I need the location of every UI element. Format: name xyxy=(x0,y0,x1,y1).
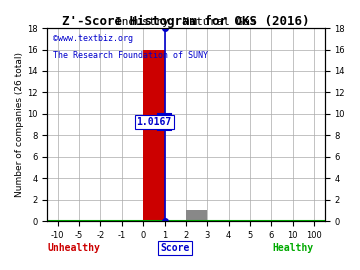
Y-axis label: Number of companies (26 total): Number of companies (26 total) xyxy=(15,52,24,197)
Text: ©www.textbiz.org: ©www.textbiz.org xyxy=(53,34,133,43)
Bar xyxy=(143,49,165,221)
Text: Industry: Natural Gas: Industry: Natural Gas xyxy=(115,17,257,27)
Text: 1.0167: 1.0167 xyxy=(136,117,172,127)
Text: Healthy: Healthy xyxy=(273,243,314,253)
Text: Score: Score xyxy=(161,243,190,253)
Text: Unhealthy: Unhealthy xyxy=(47,243,100,253)
Text: The Research Foundation of SUNY: The Research Foundation of SUNY xyxy=(53,51,208,60)
Title: Z'-Score Histogram for OKS (2016): Z'-Score Histogram for OKS (2016) xyxy=(62,15,310,28)
Bar xyxy=(186,210,207,221)
